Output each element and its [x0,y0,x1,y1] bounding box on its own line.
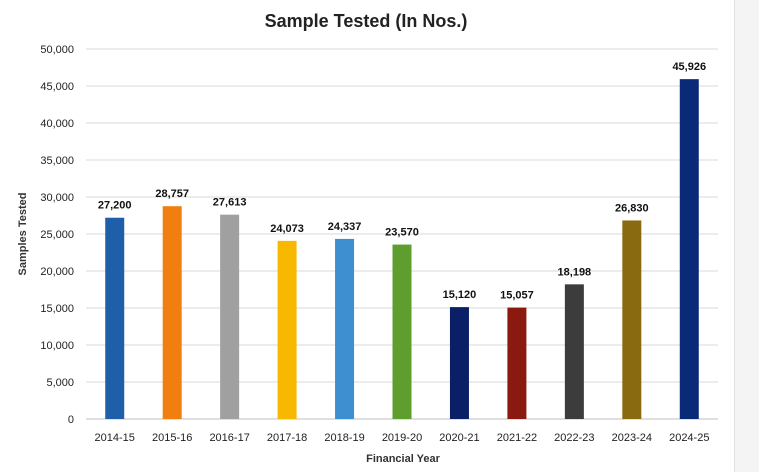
y-tick-label: 0 [68,414,74,426]
chart-frame: Sample Tested (In Nos.) 0 5,000 10,000 15,0… [17,11,718,465]
data-labels: 27,200 28,757 27,613 24,073 24,337 23,570 15,1… [98,61,706,301]
y-axis-title: Samples Tested [17,193,29,276]
bar [392,244,412,419]
bar [564,284,584,419]
data-label: 23,570 [385,227,419,239]
x-tick-label: 2017-18 [267,432,307,444]
bar [679,79,699,420]
bar [105,217,125,419]
bar [507,307,527,419]
data-label: 28,757 [155,188,189,200]
bar [335,238,355,419]
data-label: 15,120 [443,289,477,301]
y-tick-label: 40,000 [40,118,74,130]
bar [277,240,297,419]
x-tick-label: 2020-21 [439,432,479,444]
x-axis-ticks: 2014-15 2015-16 2016-17 2017-18 2018-19 2019-… [95,432,710,444]
x-tick-label: 2021-22 [497,432,537,444]
x-tick-label: 2018-19 [324,432,364,444]
y-tick-label: 20,000 [40,266,74,278]
y-tick-label: 50,000 [40,44,74,56]
y-tick-label: 35,000 [40,155,74,167]
window-edge [734,0,759,472]
y-tick-label: 5,000 [46,377,74,389]
x-tick-label: 2023-24 [612,432,652,444]
x-tick-label: 2019-20 [382,432,422,444]
bar [162,206,182,419]
data-label: 24,337 [328,221,362,233]
data-label: 26,830 [615,202,649,214]
x-axis-title: Financial Year [366,453,441,465]
bars [105,79,699,420]
x-tick-label: 2016-17 [209,432,249,444]
y-tick-label: 15,000 [40,303,74,315]
y-tick-label: 10,000 [40,340,74,352]
x-tick-label: 2014-15 [95,432,135,444]
bar [622,220,642,419]
data-label: 27,200 [98,200,132,212]
x-tick-label: 2024-25 [669,432,709,444]
x-tick-label: 2022-23 [554,432,594,444]
bar [449,307,469,419]
bar [220,214,240,419]
y-tick-label: 45,000 [40,81,74,93]
data-label: 45,926 [672,61,706,73]
y-tick-label: 25,000 [40,229,74,241]
y-tick-label: 30,000 [40,192,74,204]
data-label: 24,073 [270,223,304,235]
data-label: 27,613 [213,197,247,209]
data-label: 15,057 [500,290,534,302]
x-tick-label: 2015-16 [152,432,192,444]
bar-chart: Sample Tested (In Nos.) 0 5,000 10,000 15,0… [17,11,718,465]
chart-title: Sample Tested (In Nos.) [265,11,468,31]
y-axis-ticks: 0 5,000 10,000 15,000 20,000 25,000 30,000 35,0… [40,44,74,426]
data-label: 18,198 [558,266,592,278]
